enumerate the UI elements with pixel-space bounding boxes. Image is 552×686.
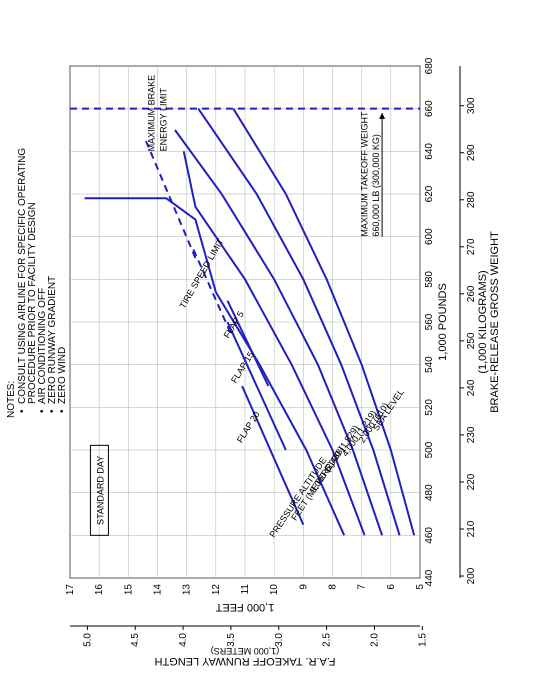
svg-text:4.0: 4.0 bbox=[178, 633, 189, 647]
svg-text:560: 560 bbox=[424, 313, 435, 330]
svg-text:480: 480 bbox=[424, 484, 435, 501]
svg-text:3.5: 3.5 bbox=[226, 633, 237, 647]
svg-text:•: • bbox=[17, 409, 28, 413]
svg-text:540: 540 bbox=[424, 356, 435, 373]
svg-text:210: 210 bbox=[466, 520, 477, 537]
svg-text:250: 250 bbox=[466, 332, 477, 349]
svg-text:15: 15 bbox=[123, 584, 134, 596]
svg-text:580: 580 bbox=[424, 271, 435, 288]
svg-text:MAXIMUM BRAKE: MAXIMUM BRAKE bbox=[147, 75, 157, 152]
svg-text:(1,000 KILOGRAMS): (1,000 KILOGRAMS) bbox=[477, 270, 489, 373]
svg-text:9: 9 bbox=[298, 584, 309, 590]
svg-text:660: 660 bbox=[424, 100, 435, 117]
svg-text:5.0: 5.0 bbox=[82, 633, 93, 647]
svg-text:(1,000 METERS): (1,000 METERS) bbox=[211, 646, 280, 656]
svg-text:10: 10 bbox=[269, 584, 280, 596]
svg-text:1.5: 1.5 bbox=[417, 633, 428, 647]
svg-text:1,000 FEET: 1,000 FEET bbox=[215, 601, 274, 613]
svg-text:620: 620 bbox=[424, 185, 435, 202]
svg-text:290: 290 bbox=[466, 144, 477, 161]
svg-text:14: 14 bbox=[153, 584, 164, 596]
svg-text:440: 440 bbox=[424, 569, 435, 586]
svg-text:200: 200 bbox=[466, 567, 477, 584]
svg-text:680: 680 bbox=[424, 57, 435, 74]
svg-text:220: 220 bbox=[466, 473, 477, 490]
svg-text:4.5: 4.5 bbox=[130, 633, 141, 647]
svg-text:240: 240 bbox=[466, 379, 477, 396]
svg-text:FLAP 20: FLAP 20 bbox=[235, 410, 262, 445]
svg-text:6: 6 bbox=[386, 584, 397, 590]
takeoff-chart: 440 460 480 500 520 540 560 580 600 620 640 660 680 5… bbox=[0, 0, 552, 686]
svg-text:280: 280 bbox=[466, 191, 477, 208]
svg-text:640: 640 bbox=[424, 143, 435, 160]
svg-text:ZERO WIND: ZERO WIND bbox=[57, 347, 68, 404]
svg-text:1,000 POUNDS: 1,000 POUNDS bbox=[437, 283, 449, 361]
svg-text:13: 13 bbox=[182, 584, 193, 596]
svg-text:520: 520 bbox=[424, 399, 435, 416]
svg-text:230: 230 bbox=[466, 426, 477, 443]
svg-text:PRESSURE ALTITUDE: PRESSURE ALTITUDE bbox=[267, 455, 328, 539]
svg-text:ENERGY LIMIT: ENERGY LIMIT bbox=[158, 87, 168, 151]
svg-text:5: 5 bbox=[415, 584, 426, 590]
svg-text:300: 300 bbox=[466, 97, 477, 114]
svg-text:500: 500 bbox=[424, 441, 435, 458]
svg-text:2.5: 2.5 bbox=[322, 633, 333, 647]
svg-text:STANDARD DAY: STANDARD DAY bbox=[95, 456, 105, 525]
svg-text:BRAKE-RELEASE GROSS WEIGHT: BRAKE-RELEASE GROSS WEIGHT bbox=[489, 231, 501, 413]
svg-text:TIRE SPEED LIMIT: TIRE SPEED LIMIT bbox=[177, 236, 225, 310]
svg-text:2.0: 2.0 bbox=[369, 633, 380, 647]
svg-text:660,000 LB (300,000 KG): 660,000 LB (300,000 KG) bbox=[371, 134, 381, 237]
svg-text:16: 16 bbox=[94, 584, 105, 596]
svg-text:460: 460 bbox=[424, 527, 435, 544]
svg-text:•: • bbox=[57, 409, 68, 413]
svg-text:8: 8 bbox=[328, 584, 339, 590]
svg-text:600: 600 bbox=[424, 228, 435, 245]
svg-text:12: 12 bbox=[211, 584, 222, 596]
svg-text:MAXIMUM TAKEOFF WEIGHT: MAXIMUM TAKEOFF WEIGHT bbox=[360, 111, 370, 237]
svg-text:17: 17 bbox=[65, 584, 76, 596]
svg-text:7: 7 bbox=[357, 584, 368, 590]
svg-text:270: 270 bbox=[466, 238, 477, 255]
svg-text:11: 11 bbox=[240, 584, 251, 595]
svg-text:260: 260 bbox=[466, 285, 477, 302]
svg-text:3.0: 3.0 bbox=[274, 633, 285, 647]
svg-text:NOTES:: NOTES: bbox=[6, 381, 17, 418]
